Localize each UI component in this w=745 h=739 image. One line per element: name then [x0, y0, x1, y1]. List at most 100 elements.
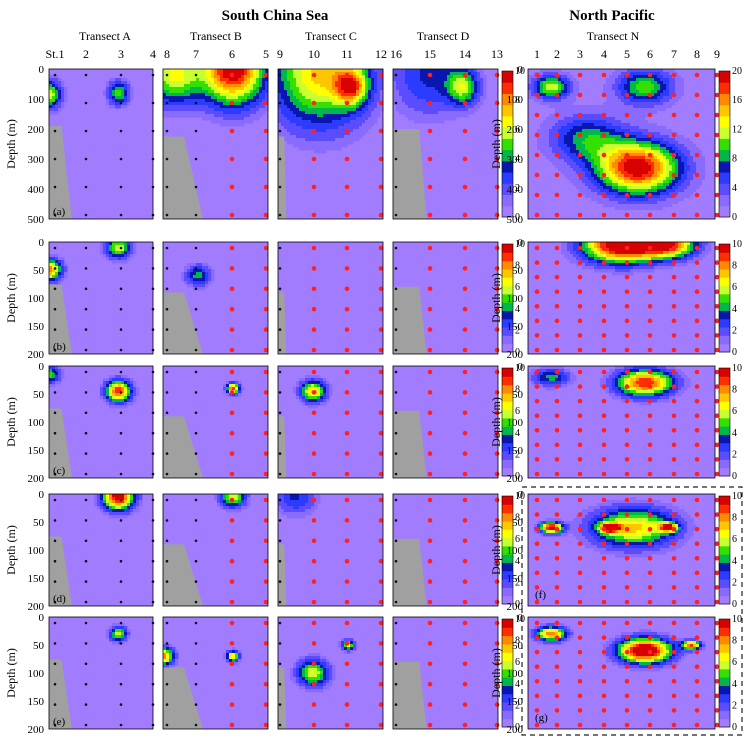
contour-cell: [606, 102, 610, 106]
contour-cell: [214, 117, 218, 121]
contour-cell: [217, 120, 221, 124]
contour-cell: [284, 114, 288, 118]
contour-cell: [293, 129, 297, 133]
contour-cell: [663, 138, 667, 142]
contour-cell: [483, 78, 487, 82]
contour-cell: [447, 96, 451, 100]
contour-cell: [124, 105, 128, 109]
contour-cell: [681, 144, 685, 148]
contour-cell: [567, 117, 571, 121]
sample-point: [694, 192, 700, 198]
panel-a-row-2: [49, 242, 155, 354]
contour-cell: [582, 141, 586, 145]
contour-cell: [597, 198, 601, 202]
contour-cell: [305, 111, 309, 115]
contour-cell: [573, 93, 577, 97]
contour-cell: [681, 138, 685, 142]
sample-point: [647, 72, 653, 78]
contour-cell: [546, 129, 550, 133]
contour-cell: [202, 281, 206, 285]
contour-cell: [606, 177, 610, 181]
contour-cell: [166, 78, 170, 82]
sample-point: [229, 266, 235, 271]
contour-cell: [480, 99, 484, 103]
sample-point: [165, 73, 169, 77]
contour-cell: [609, 144, 613, 148]
contour-cell: [220, 111, 224, 115]
contour-cell: [543, 126, 547, 130]
contour-cell: [193, 72, 197, 76]
contour-cell: [600, 123, 604, 127]
contour-cell: [606, 120, 610, 124]
contour-cell: [380, 78, 384, 82]
contour-cell: [603, 120, 607, 124]
contour-cell: [588, 183, 592, 187]
contour-cell: [579, 129, 583, 133]
contour-cell: [253, 87, 257, 91]
contour-cell: [262, 111, 266, 115]
contour-cell: [124, 248, 128, 252]
contour-cell: [612, 150, 616, 154]
contour-cell: [669, 72, 673, 76]
contour-cell: [567, 156, 571, 160]
contour-cell: [678, 168, 682, 172]
contour-cell: [543, 81, 547, 85]
contour-cell: [320, 111, 324, 115]
contour-cell: [609, 192, 613, 196]
contour-cell: [55, 257, 59, 261]
contour-cell: [450, 93, 454, 97]
contour-cell: [344, 93, 348, 97]
contour-cell: [642, 84, 646, 88]
contour-cell: [645, 90, 649, 94]
contour-cell: [350, 81, 354, 85]
contour-cell: [537, 123, 541, 127]
contour-cell: [675, 180, 679, 184]
contour-cell: [199, 287, 203, 291]
contour-cell: [651, 120, 655, 124]
contour-cell: [576, 245, 580, 249]
contour-cell: [606, 117, 610, 121]
contour-cell: [426, 120, 430, 124]
contour-cell: [124, 93, 128, 97]
contour-cell: [344, 87, 348, 91]
contour-cell: [335, 141, 339, 145]
contour-cell: [705, 153, 709, 157]
contour-cell: [582, 147, 586, 151]
contour-cell: [615, 186, 619, 190]
contour-cell: [380, 108, 384, 112]
contour-cell: [609, 189, 613, 193]
contour-cell: [609, 123, 613, 127]
sample-point: [311, 327, 317, 332]
contour-cell: [256, 117, 260, 121]
contour-cell: [55, 108, 59, 112]
contour-cell: [609, 198, 613, 202]
contour-cell: [573, 189, 577, 193]
contour-cell: [205, 108, 209, 112]
contour-cell: [603, 81, 607, 85]
contour-cell: [229, 69, 233, 73]
contour-cell: [118, 248, 122, 252]
contour-cell: [573, 242, 577, 246]
contour-cell: [642, 177, 646, 181]
contour-cell: [558, 138, 562, 142]
contour-cell: [323, 99, 327, 103]
sample-point: [84, 328, 88, 331]
sample-point: [263, 184, 269, 190]
contour-cell: [314, 108, 318, 112]
contour-cell: [690, 198, 694, 202]
contour-cell: [654, 93, 658, 97]
contour-cell: [417, 102, 421, 106]
contour-cell: [618, 144, 622, 148]
contour-cell: [106, 99, 110, 103]
contour-cell: [687, 141, 691, 145]
contour-cell: [579, 177, 583, 181]
contour-cell: [594, 174, 598, 178]
sample-point: [165, 246, 169, 250]
contour-cell: [669, 195, 673, 199]
contour-cell: [552, 114, 556, 118]
contour-cell: [540, 102, 544, 106]
contour-cell: [284, 96, 288, 100]
contour-cell: [558, 159, 562, 163]
contour-cell: [588, 99, 592, 103]
contour-cell: [588, 242, 592, 246]
